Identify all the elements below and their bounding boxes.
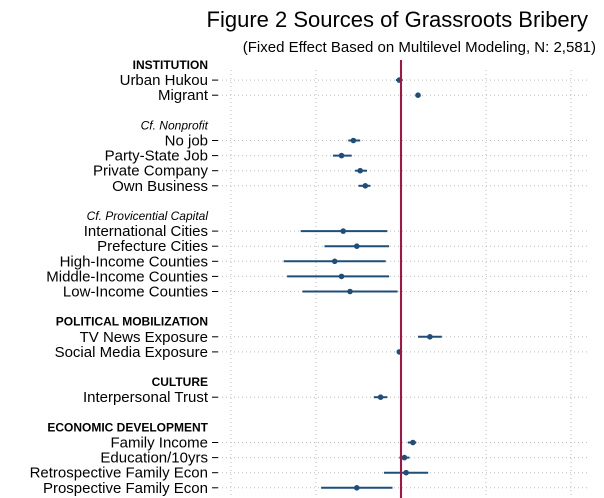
row-label-prefecture-cities: Prefecture Cities xyxy=(97,238,208,255)
point-estimate-no-job xyxy=(350,137,357,144)
point-estimate-interpersonal-trust xyxy=(377,394,384,401)
row-label-tv-news-exposure: TV News Exposure xyxy=(80,329,208,346)
point-estimate-migrant xyxy=(415,92,421,98)
reference-category-label: Cf. Nonprofit xyxy=(141,118,209,132)
row-label-interpersonal-trust: Interpersonal Trust xyxy=(83,389,209,406)
point-estimate-party-state-job xyxy=(338,152,345,159)
row-label-own-business: Own Business xyxy=(112,178,208,195)
row-label-international-cities: International Cities xyxy=(84,223,208,240)
row-label-no-job: No job xyxy=(165,133,208,150)
section-header: CULTURE xyxy=(152,375,208,389)
point-estimate-family-income xyxy=(410,439,416,446)
row-label-family-income: Family Income xyxy=(110,435,208,452)
point-estimate-international-cities xyxy=(340,228,347,234)
point-estimate-private-company xyxy=(357,167,364,174)
point-estimate-retrospective-family-econ xyxy=(403,469,409,476)
row-label-urban-hukou: Urban Hukou xyxy=(120,72,208,89)
point-estimate-own-business xyxy=(362,183,369,189)
point-estimate-high-income-counties xyxy=(331,258,338,265)
data-marks xyxy=(283,77,442,491)
point-estimate-prefecture-cities xyxy=(354,243,360,249)
point-estimate-tv-news-exposure xyxy=(427,334,433,340)
row-label-party-state-job: Party-State Job xyxy=(105,148,208,165)
grid-lines xyxy=(212,70,589,496)
section-header: INSTITUTION xyxy=(133,58,208,72)
chart-subtitle: (Fixed Effect Based on Multilevel Modeli… xyxy=(243,39,596,56)
row-label-high-income-counties: High-Income Counties xyxy=(60,253,208,270)
row-label-social-media-exposure: Social Media Exposure xyxy=(55,344,208,361)
row-label-migrant: Migrant xyxy=(158,87,209,104)
section-header: POLITICAL MOBILIZATION xyxy=(56,315,208,329)
chart-title: Figure 2 Sources of Grassroots Bribery xyxy=(207,7,588,32)
row-label-low-income-counties: Low-Income Counties xyxy=(63,284,208,301)
row-label-prospective-family-econ: Prospective Family Econ xyxy=(43,480,208,497)
row-label-middle-income-counties: Middle-Income Counties xyxy=(46,268,208,285)
reference-category-label: Cf. Provicential Capital xyxy=(87,209,209,223)
point-estimate-middle-income-counties xyxy=(338,273,345,280)
row-label-education-10yrs: Education/10yrs xyxy=(100,450,208,467)
point-estimate-education-10yrs xyxy=(401,454,408,461)
section-header: ECONOMIC DEVELOPMENT xyxy=(47,420,208,434)
point-estimate-prospective-family-econ xyxy=(354,485,360,491)
row-label-retrospective-family-econ: Retrospective Family Econ xyxy=(30,465,208,482)
point-estimate-low-income-counties xyxy=(347,288,353,295)
row-label-private-company: Private Company xyxy=(93,163,209,180)
